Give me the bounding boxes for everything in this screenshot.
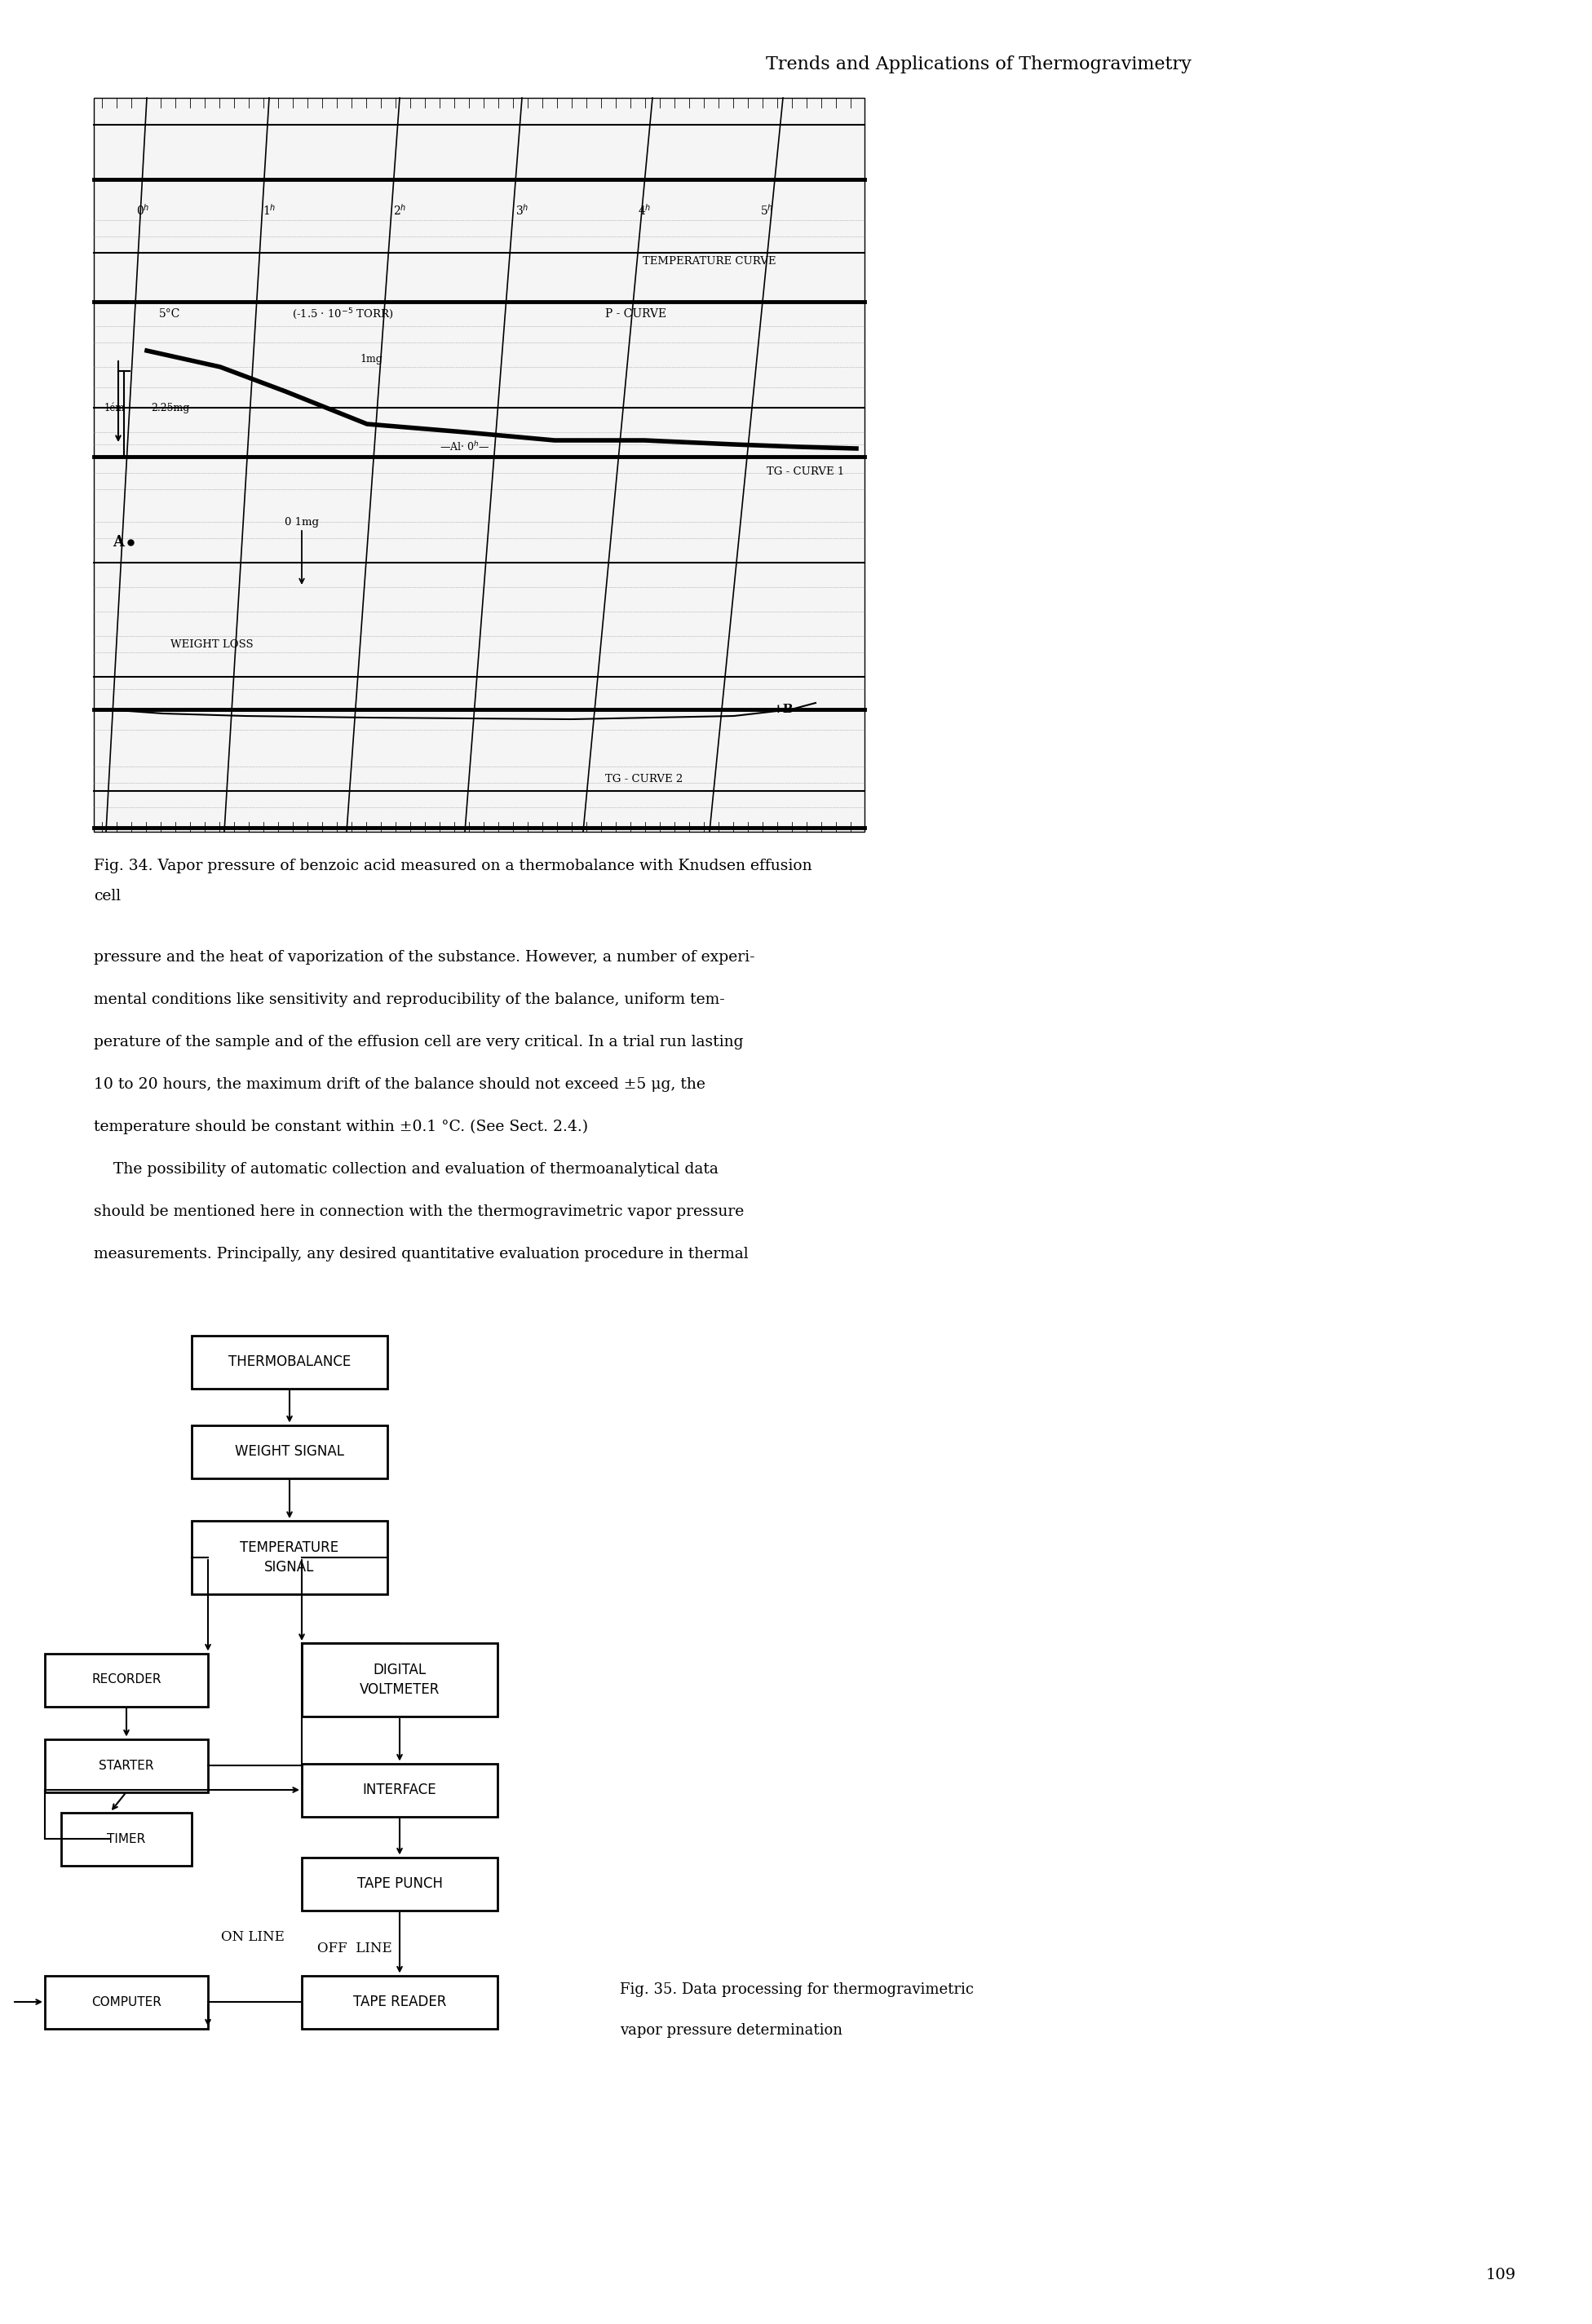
Bar (94, 562, 864, 621)
Text: Fig. 35. Data processing for thermogravimetric: Fig. 35. Data processing for thermogravi… (619, 1982, 974, 1996)
Bar (94, 98, 864, 832)
Bar (94, 456, 864, 507)
Bar (191, 1336, 387, 1387)
Text: 10 to 20 hours, the maximum drift of the balance should not exceed ±5 μg, the: 10 to 20 hours, the maximum drift of the… (94, 1078, 705, 1092)
Text: should be mentioned here in connection with the thermogravimetric vapor pressure: should be mentioned here in connection w… (94, 1204, 743, 1220)
Text: COMPUTER: COMPUTER (91, 1996, 161, 2008)
Bar (302, 1643, 497, 1717)
Text: WEIGHT SIGNAL: WEIGHT SIGNAL (236, 1443, 344, 1459)
Bar (302, 1764, 497, 1817)
Text: A: A (113, 535, 124, 548)
Bar (94, 125, 864, 151)
Bar (94, 676, 864, 709)
Bar (302, 1975, 497, 2029)
Text: THERMOBALANCE: THERMOBALANCE (228, 1355, 350, 1369)
Text: Trends and Applications of Thermogravimetry: Trends and Applications of Thermogravime… (766, 56, 1191, 74)
Text: 2.25mg: 2.25mg (151, 402, 189, 414)
Bar (94, 151, 864, 179)
Text: cell: cell (94, 888, 121, 904)
Text: TEMPERATURE
SIGNAL: TEMPERATURE SIGNAL (240, 1541, 339, 1573)
Text: TG - CURVE 2: TG - CURVE 2 (605, 774, 683, 783)
Text: 1$^h$: 1$^h$ (263, 202, 275, 218)
Bar (94, 709, 864, 751)
Text: 109: 109 (1485, 2268, 1516, 2282)
Bar (94, 751, 864, 790)
Text: measurements. Principally, any desired quantitative evaluation procedure in ther: measurements. Principally, any desired q… (94, 1246, 748, 1262)
Bar (191, 1520, 387, 1594)
Text: 4$^h$: 4$^h$ (637, 202, 651, 218)
Bar (94, 790, 864, 832)
Text: —Al· 0$^h$—: —Al· 0$^h$— (439, 439, 490, 453)
Text: 1ém: 1ém (103, 402, 124, 414)
Bar (94, 179, 864, 207)
Text: 5°C: 5°C (159, 309, 180, 321)
Bar (94, 207, 864, 253)
Text: Fig. 34. Vapor pressure of benzoic acid measured on a thermobalance with Knudsen: Fig. 34. Vapor pressure of benzoic acid … (94, 858, 812, 874)
Text: 1mg: 1mg (360, 353, 382, 365)
Text: TAPE READER: TAPE READER (353, 1994, 446, 2010)
Text: perature of the sample and of the effusion cell are very critical. In a trial ru: perature of the sample and of the effusi… (94, 1034, 743, 1050)
Text: temperature should be constant within ±0.1 °C. (See Sect. 2.4.): temperature should be constant within ±0… (94, 1120, 587, 1134)
Bar (45, 1738, 209, 1792)
Text: WEIGHT LOSS: WEIGHT LOSS (170, 639, 253, 648)
Text: TEMPERATURE CURVE: TEMPERATURE CURVE (643, 256, 777, 267)
Text: RECORDER: RECORDER (92, 1673, 161, 1685)
Text: STARTER: STARTER (99, 1759, 154, 1771)
Bar (94, 621, 864, 676)
Bar (60, 1813, 191, 1866)
Bar (94, 407, 864, 456)
Bar (94, 253, 864, 302)
Bar (94, 98, 864, 125)
Bar (302, 1857, 497, 1910)
Text: TIMER: TIMER (107, 1834, 146, 1845)
Text: 3$^h$: 3$^h$ (516, 202, 529, 218)
Text: P - CURVE: P - CURVE (605, 309, 667, 321)
Text: (-1.5 · 10$^{-5}$ TORR): (-1.5 · 10$^{-5}$ TORR) (291, 307, 393, 321)
Text: INTERFACE: INTERFACE (363, 1783, 436, 1796)
Text: TAPE PUNCH: TAPE PUNCH (357, 1875, 443, 1892)
Text: 0$^h$: 0$^h$ (135, 202, 150, 218)
Text: OFF  LINE: OFF LINE (317, 1943, 392, 1957)
Text: pressure and the heat of vaporization of the substance. However, a number of exp: pressure and the heat of vaporization of… (94, 951, 755, 964)
Bar (45, 1975, 209, 2029)
Text: 0 1mg: 0 1mg (285, 516, 318, 528)
Text: 5$^h$: 5$^h$ (759, 202, 774, 218)
Bar (191, 1425, 387, 1478)
Text: TG - CURVE 1: TG - CURVE 1 (767, 467, 844, 476)
Text: The possibility of automatic collection and evaluation of thermoanalytical data: The possibility of automatic collection … (94, 1162, 718, 1176)
Text: +B: +B (772, 704, 793, 716)
Text: 2$^h$: 2$^h$ (393, 202, 406, 218)
Bar (45, 1652, 209, 1706)
Bar (94, 507, 864, 562)
Bar (94, 302, 864, 351)
Text: ON LINE: ON LINE (221, 1929, 285, 1943)
Text: mental conditions like sensitivity and reproducibility of the balance, uniform t: mental conditions like sensitivity and r… (94, 992, 724, 1006)
Bar (94, 351, 864, 407)
Text: vapor pressure determination: vapor pressure determination (619, 2024, 842, 2038)
Text: DIGITAL
VOLTMETER: DIGITAL VOLTMETER (360, 1664, 439, 1697)
